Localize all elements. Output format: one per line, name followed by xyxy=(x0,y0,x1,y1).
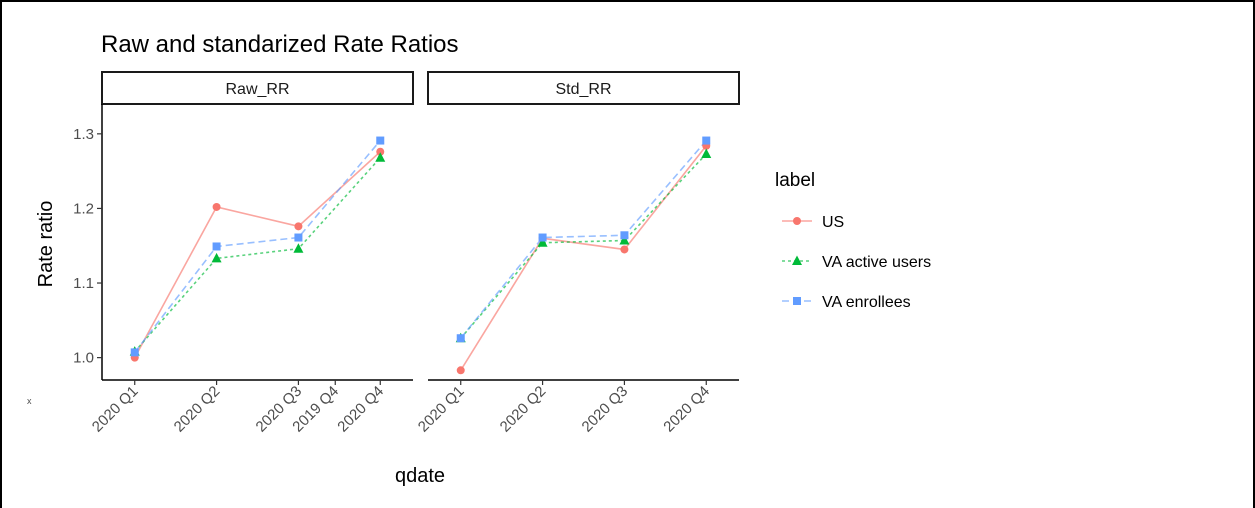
legend-title: label xyxy=(775,170,815,191)
legend-item: VA enrollees xyxy=(782,294,911,311)
facet-strip-label: Raw_RR xyxy=(225,81,289,98)
stray-x-mark: x xyxy=(27,396,32,406)
data-point xyxy=(620,245,629,254)
legend-keys: US VA active users VA enrollees xyxy=(782,214,931,311)
x-tick-label: 2020 Q1 xyxy=(415,383,468,436)
x-tick-label: 2020 Q2 xyxy=(171,383,224,436)
data-point xyxy=(211,252,222,263)
x-tick-label: 2020 Q2 xyxy=(497,383,550,436)
facet-strip xyxy=(427,71,740,105)
data-point xyxy=(293,243,304,253)
data-point xyxy=(130,348,139,357)
data-point xyxy=(376,147,385,156)
x-tick-label: 2020 Q4 xyxy=(334,383,387,436)
legend-label: VA enrollees xyxy=(822,294,911,311)
series-line-VA active users xyxy=(460,153,707,339)
series-line-VA enrollees xyxy=(460,140,707,339)
legend-key-marker xyxy=(793,297,801,305)
y-tick-label: 1.2 xyxy=(73,200,94,217)
data-point xyxy=(701,148,712,158)
data-point xyxy=(212,202,221,211)
y-tick-label: 1.3 xyxy=(73,126,94,143)
data-point xyxy=(212,242,221,251)
y-axis-title: Rate ratio xyxy=(35,201,57,288)
data-point xyxy=(620,231,629,240)
legend-item: VA active users xyxy=(782,254,931,271)
data-point xyxy=(294,222,303,231)
data-point xyxy=(456,366,465,375)
data-point xyxy=(376,136,385,145)
series-line-VA enrollees xyxy=(134,140,381,353)
x-tick-label: 2020 Q1 xyxy=(89,383,142,436)
y-tick-label: 1.1 xyxy=(73,275,94,292)
facet-strip xyxy=(101,71,414,105)
facet-strip-label: Std_RR xyxy=(555,81,611,98)
data-point xyxy=(537,237,548,247)
data-point xyxy=(456,334,465,343)
panels-group: Raw_RR 1.0 1.1 1.2 1.3 2020 Q1 2020 Q2 2020 Q3 2… xyxy=(73,71,740,436)
legend-label: US xyxy=(822,214,844,231)
x-tick-label: 2020 Q3 xyxy=(579,383,632,436)
data-point xyxy=(702,136,711,145)
data-point xyxy=(538,233,547,242)
panel-Std_RR: Std_RR 2020 Q1 2020 Q2 2020 Q3 2020 Q4 xyxy=(415,71,740,436)
series-line-VA active users xyxy=(134,157,381,353)
legend-key-marker xyxy=(793,217,801,225)
series-line-US xyxy=(460,145,707,371)
x-tick-label: 2020 Q4 xyxy=(660,383,713,436)
data-point xyxy=(294,233,303,242)
data-point xyxy=(375,152,386,162)
series-line-US xyxy=(134,151,381,359)
legend-label: VA active users xyxy=(822,254,931,271)
chart-title: Raw and standarized Rate Ratios xyxy=(101,31,459,58)
data-point xyxy=(619,235,630,245)
legend-key-marker xyxy=(792,255,802,265)
y-tick-label: 1.0 xyxy=(73,350,94,367)
legend-item: US xyxy=(782,214,844,231)
x-axis-title: qdate xyxy=(395,465,445,487)
